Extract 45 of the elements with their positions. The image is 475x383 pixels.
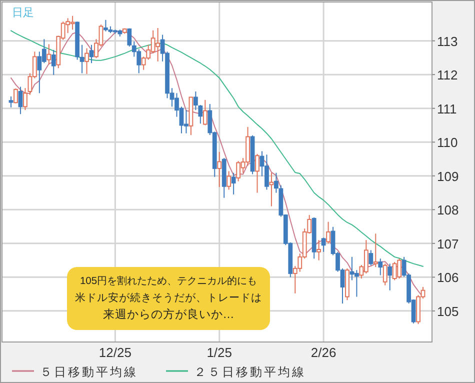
y-tick-label: 113 — [437, 34, 458, 49]
candlestick — [368, 250, 374, 266]
y-tick-label: 112 — [437, 68, 458, 83]
candlestick — [231, 172, 236, 195]
y-tick-label: 106 — [437, 270, 459, 286]
y-tick-label: 105 — [437, 304, 459, 319]
candlestick — [46, 44, 52, 65]
candlestick — [8, 96, 14, 108]
y-tick-label: 111 — [437, 101, 457, 116]
candlestick — [255, 153, 260, 194]
y-tick-label: 107 — [437, 236, 459, 252]
candlestick — [373, 233, 378, 268]
candlestick — [84, 48, 89, 74]
candlestick — [388, 263, 392, 291]
candlestick — [127, 28, 132, 48]
x-tick-label: 12/25 — [98, 345, 132, 360]
annotation: 日足 — [12, 7, 34, 19]
legend-label: ２５日移動平均線 — [194, 365, 306, 379]
x-tick-label: 2/26 — [310, 345, 336, 360]
y-tick-label: 109 — [437, 168, 459, 184]
candlestick — [14, 88, 18, 104]
y-tick-label: 110 — [437, 135, 458, 150]
candlestick — [236, 160, 241, 182]
annotation: 来週からの方が良いか… — [102, 307, 234, 321]
x-tick-label: 1/25 — [206, 345, 232, 360]
candlestick — [378, 258, 383, 276]
candlestick — [321, 237, 326, 252]
annotation: 105円を割れたため、テクニカル的にも — [80, 275, 258, 287]
candlestick — [89, 44, 94, 64]
candlestick — [202, 99, 208, 126]
callout: 105円を割れたため、テクニカル的にも 米ドル安が続きそうだが、トレードは 来週からの方が良いか… — [67, 267, 270, 330]
candlestick — [23, 88, 28, 111]
y-tick-label: 108 — [437, 202, 459, 218]
legend-label: ５日移動平均線 — [40, 365, 138, 379]
candlestick — [316, 240, 322, 261]
candlestick — [226, 170, 232, 190]
candlestick — [80, 44, 84, 74]
candlestick — [326, 221, 330, 244]
candlestick — [51, 49, 56, 76]
candlestick — [18, 86, 23, 115]
candlestick — [193, 90, 198, 111]
candlestick — [217, 151, 222, 188]
candlestick — [382, 263, 388, 286]
annotation: 米ドル安が続きそうだが、トレードは — [75, 291, 262, 304]
candlestick — [198, 104, 203, 124]
